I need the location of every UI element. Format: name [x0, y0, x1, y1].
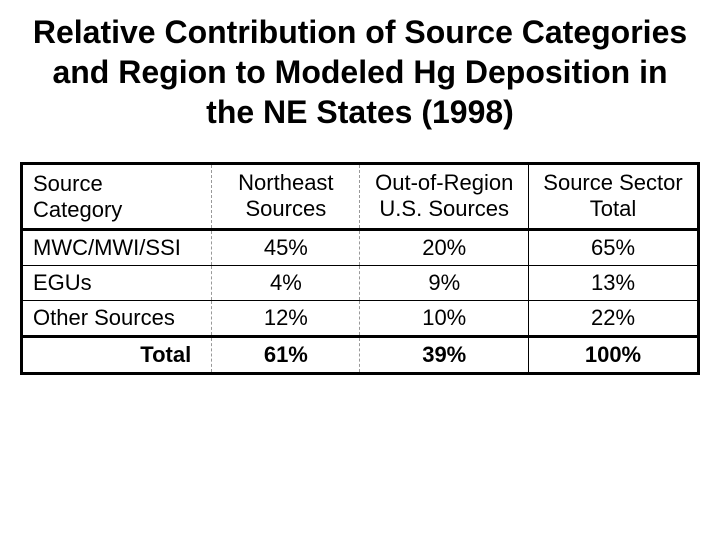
cell-value: 4% — [212, 265, 360, 300]
col-header-sector-total: Source Sector Total — [528, 165, 697, 229]
cell-value: 61% — [212, 336, 360, 372]
row-label: EGUs — [23, 265, 212, 300]
table-row: EGUs 4% 9% 13% — [23, 265, 697, 300]
col-header-line2: Total — [590, 196, 636, 221]
cell-value: 45% — [212, 229, 360, 265]
cell-value: 65% — [528, 229, 697, 265]
row-label: Other Sources — [23, 300, 212, 336]
data-table: Source Category Northeast Sources Out-of… — [23, 165, 697, 372]
cell-value: 9% — [360, 265, 529, 300]
col-header-northeast: Northeast Sources — [212, 165, 360, 229]
cell-value: 39% — [360, 336, 529, 372]
slide-title: Relative Contribution of Source Categori… — [20, 12, 700, 132]
cell-value: 10% — [360, 300, 529, 336]
total-label: Total — [23, 336, 212, 372]
col-header-line2: Category — [33, 197, 122, 222]
col-header-line1: Source — [33, 171, 103, 196]
cell-value: 100% — [528, 336, 697, 372]
col-header-source-category: Source Category — [23, 165, 212, 229]
cell-value: 22% — [528, 300, 697, 336]
table-header-row: Source Category Northeast Sources Out-of… — [23, 165, 697, 229]
table-row: MWC/MWI/SSI 45% 20% 65% — [23, 229, 697, 265]
row-label: MWC/MWI/SSI — [23, 229, 212, 265]
cell-value: 13% — [528, 265, 697, 300]
table-row: Other Sources 12% 10% 22% — [23, 300, 697, 336]
col-header-line2: U.S. Sources — [379, 196, 509, 221]
cell-value: 20% — [360, 229, 529, 265]
col-header-line1: Out-of-Region — [375, 170, 513, 195]
slide: Relative Contribution of Source Categori… — [0, 0, 720, 540]
col-header-line1: Northeast — [238, 170, 333, 195]
table-total-row: Total 61% 39% 100% — [23, 336, 697, 372]
col-header-line2: Sources — [245, 196, 326, 221]
table-container: Source Category Northeast Sources Out-of… — [20, 162, 700, 375]
col-header-out-of-region: Out-of-Region U.S. Sources — [360, 165, 529, 229]
cell-value: 12% — [212, 300, 360, 336]
col-header-line1: Source Sector — [543, 170, 682, 195]
